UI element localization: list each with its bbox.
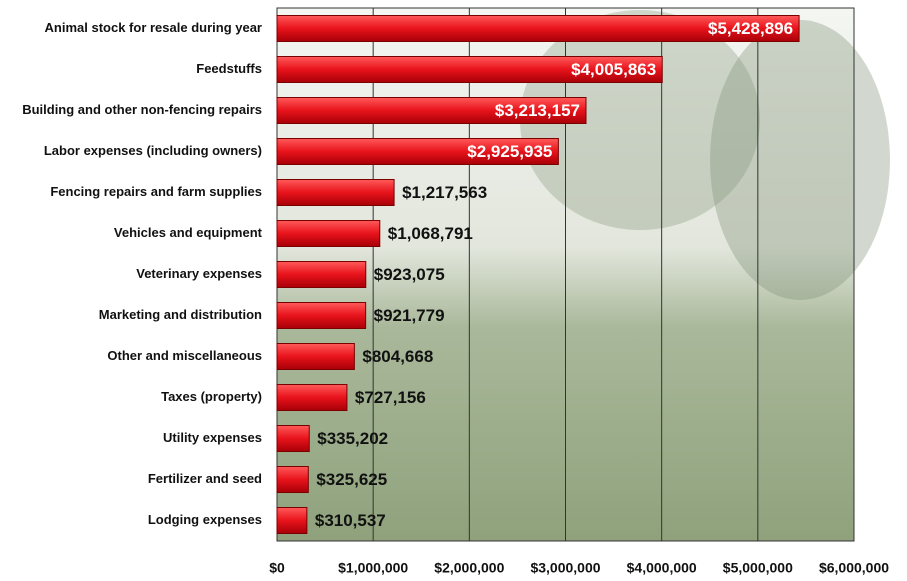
value-label: $325,625: [316, 470, 387, 489]
bar: [276, 15, 800, 42]
bar: [276, 384, 348, 411]
x-tick-label: $2,000,000: [434, 560, 504, 576]
y-tick-label: Utility expenses: [163, 430, 262, 445]
y-tick-label: Taxes (property): [161, 389, 262, 404]
value-label: $921,779: [374, 306, 445, 325]
value-label: $310,537: [315, 511, 386, 530]
x-tick-label: $3,000,000: [530, 560, 600, 576]
value-label: $727,156: [355, 388, 426, 407]
bar: [276, 179, 395, 206]
bar: [276, 138, 559, 165]
value-label: $804,668: [362, 347, 433, 366]
bar: [276, 220, 381, 247]
value-label: $1,217,563: [402, 183, 487, 202]
value-label: $335,202: [317, 429, 388, 448]
y-tick-label: Labor expenses (including owners): [44, 143, 262, 158]
y-tick-label: Fencing repairs and farm supplies: [50, 184, 262, 199]
y-tick-label: Other and miscellaneous: [107, 348, 262, 363]
bar: [276, 343, 355, 370]
value-label: $5,428,896: [708, 19, 793, 38]
y-tick-label: Feedstuffs: [196, 61, 262, 76]
value-label: $923,075: [374, 265, 445, 284]
y-tick-label: Fertilizer and seed: [148, 471, 262, 486]
y-tick-label: Marketing and distribution: [99, 307, 262, 322]
value-label: $3,213,157: [495, 101, 580, 120]
bar: [276, 56, 663, 83]
value-label: $2,925,935: [467, 142, 552, 161]
y-tick-label: Animal stock for resale during year: [45, 20, 262, 35]
x-tick-label: $4,000,000: [627, 560, 697, 576]
x-tick-label: $5,000,000: [723, 560, 793, 576]
bar: [276, 466, 309, 493]
bar: [276, 425, 310, 452]
tree-shape: [710, 20, 890, 300]
x-tick-label: $1,000,000: [338, 560, 408, 576]
y-tick-label: Lodging expenses: [148, 512, 262, 527]
y-tick-label: Vehicles and equipment: [114, 225, 263, 240]
x-tick-label: $6,000,000: [819, 560, 889, 576]
y-tick-label: Building and other non-fencing repairs: [22, 102, 262, 117]
bar: [276, 302, 367, 329]
bar: [276, 261, 367, 288]
value-label: $4,005,863: [571, 60, 656, 79]
bar: [276, 97, 587, 124]
y-tick-label: Veterinary expenses: [136, 266, 262, 281]
bar: [276, 507, 308, 534]
x-tick-label: $0: [269, 560, 285, 576]
value-label: $1,068,791: [388, 224, 473, 243]
